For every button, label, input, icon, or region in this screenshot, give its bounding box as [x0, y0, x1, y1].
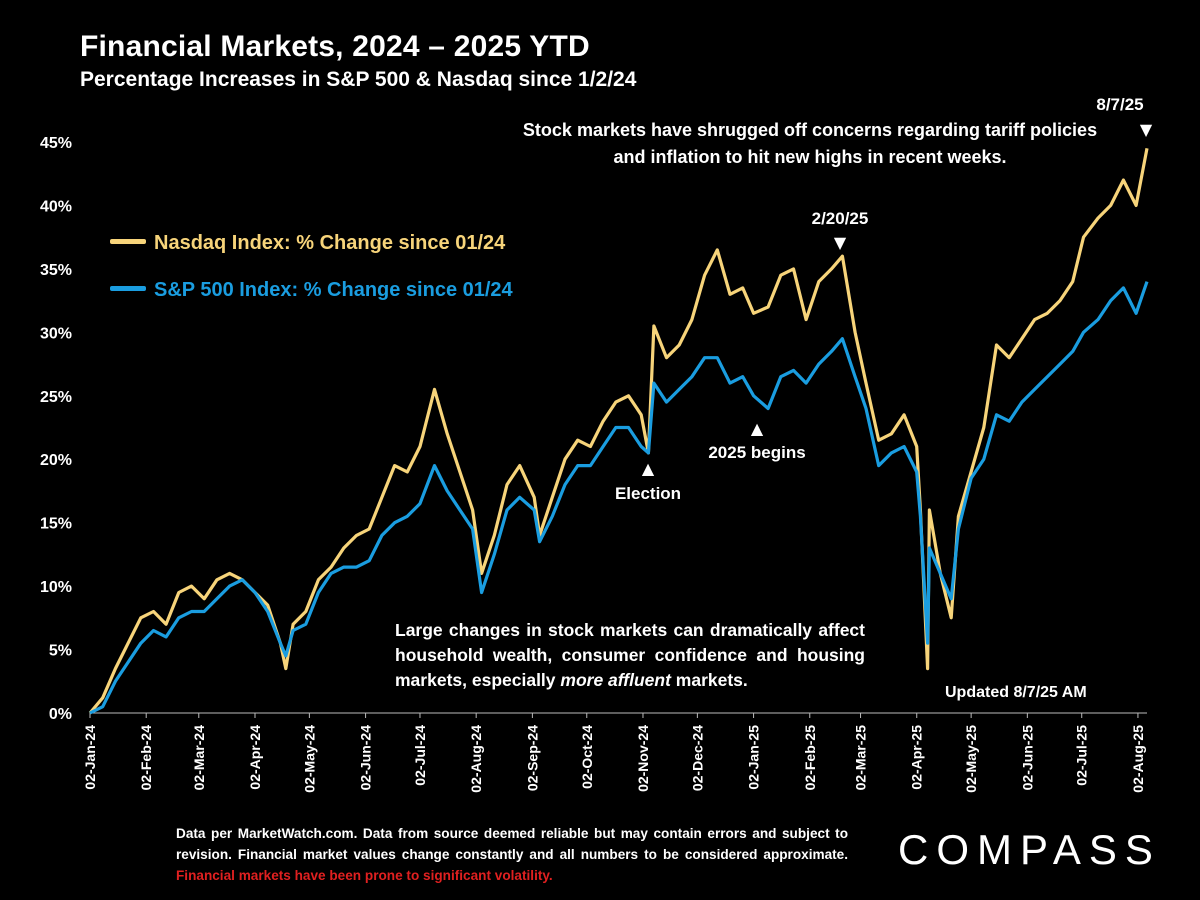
chart-markers: ▼ 8/7/25 ▼ 2/20/25 ▲ Election ▲ 2025 begins [615, 95, 1153, 503]
marker-label: 2/20/25 [812, 209, 869, 228]
series-line-sp500 [89, 281, 1149, 715]
x-tick-label: 02-Nov-24 [635, 725, 651, 792]
legend-label-sp500: S&P 500 Index: % Change since 01/24 [154, 279, 513, 301]
y-tick-label: 35% [40, 262, 72, 279]
page-title: Financial Markets, 2024 – 2025 YTD [80, 30, 590, 63]
line-chart: 0% 5% 10% 15% 20% 25% 30% 35% 40% 45% 02-Jan-24 02-… [40, 95, 1153, 793]
marker-arrow-icon: ▼ [1140, 120, 1153, 139]
x-tick-label: 02-Dec-24 [689, 725, 705, 791]
y-tick-label: 25% [40, 389, 72, 406]
y-tick-label: 45% [40, 135, 72, 152]
marker-arrow-icon: ▲ [642, 459, 655, 478]
legend-swatch-nasdaq [110, 239, 146, 245]
compass-logo: COMPASS [898, 826, 1161, 873]
x-tick-label: 02-Jun-25 [1019, 725, 1035, 791]
x-tick-label: 02-May-25 [963, 725, 979, 793]
legend-item-sp500: S&P 500 Index: % Change since 01/24 [110, 279, 513, 302]
annotation-mid-note: Large changes in stock markets can drama… [395, 618, 865, 693]
y-tick-label: 30% [40, 325, 72, 342]
x-tick-label: 02-Feb-24 [138, 725, 154, 791]
x-tick-label: 02-Oct-24 [579, 725, 595, 789]
marker-label: Election [615, 484, 681, 503]
mid-note-text-2: markets. [670, 670, 748, 690]
footnote-text: Data per MarketWatch.com. Data from sour… [176, 826, 848, 862]
y-tick-label: 5% [49, 643, 72, 660]
mid-note-emphasis: more affluent [560, 670, 671, 690]
annotation-top-note: Stock markets have shrugged off concerns… [522, 120, 1098, 167]
x-tick-label: 02-Aug-25 [1130, 725, 1146, 793]
page-subtitle: Percentage Increases in S&P 500 & Nasdaq… [80, 68, 637, 91]
x-tick-label: 02-Sep-24 [524, 725, 540, 791]
chart-axes: 0% 5% 10% 15% 20% 25% 30% 35% 40% 45% 02-Jan-24 02-… [40, 135, 1147, 793]
source-footnote: Data per MarketWatch.com. Data from sour… [176, 823, 848, 886]
marker-arrow-icon: ▲ [751, 419, 764, 438]
chart-series [88, 147, 1149, 715]
y-tick-label: 20% [40, 452, 72, 469]
y-tick-label: 0% [49, 706, 72, 723]
x-tick-label: 02-Jul-25 [1074, 725, 1090, 786]
x-tick-label: 02-May-24 [301, 725, 317, 793]
x-tick-label: 02-Jul-24 [412, 725, 428, 786]
x-tick-label: 02-Feb-25 [802, 725, 818, 791]
mid-note-text-1: Large changes in stock markets can drama… [395, 620, 865, 690]
volatility-warning: Financial markets have been prone to sig… [176, 868, 553, 883]
marker-label: 2025 begins [708, 443, 805, 462]
marker-arrow-icon: ▼ [834, 233, 847, 252]
x-tick-label: 02-Mar-24 [191, 725, 207, 791]
y-tick-label: 40% [40, 198, 72, 215]
x-tick-label: 02-Aug-24 [468, 725, 484, 793]
y-tick-label: 15% [40, 516, 72, 533]
x-tick-label: 02-Jun-24 [358, 725, 374, 791]
legend-swatch-sp500 [110, 286, 146, 292]
x-tick-label: 02-Apr-24 [247, 725, 263, 790]
x-tick-label: 02-Mar-25 [853, 725, 869, 791]
marker-label: 8/7/25 [1096, 95, 1143, 114]
x-tick-label: 02-Apr-25 [909, 725, 925, 790]
y-tick-label: 10% [40, 579, 72, 596]
x-tick-label: 02-Jan-25 [746, 725, 762, 790]
legend-label-nasdaq: Nasdaq Index: % Change since 01/24 [154, 232, 506, 254]
legend-item-nasdaq: Nasdaq Index: % Change since 01/24 [110, 232, 505, 255]
updated-label: Updated 8/7/25 AM [945, 684, 1087, 701]
x-tick-label: 02-Jan-24 [82, 725, 98, 790]
